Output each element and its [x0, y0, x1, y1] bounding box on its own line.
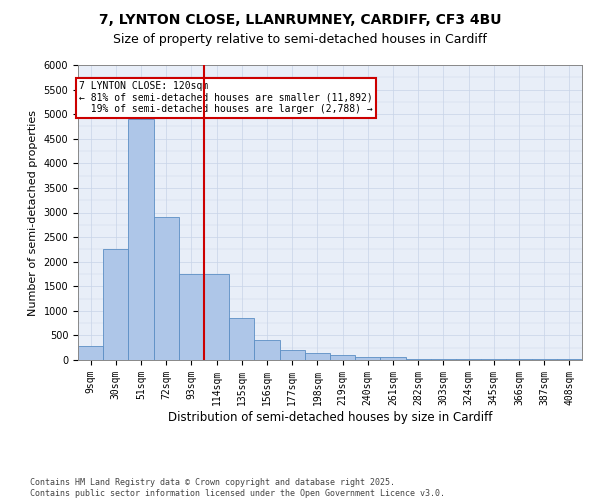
- Bar: [280, 350, 305, 360]
- Bar: [506, 359, 532, 360]
- Bar: [355, 358, 380, 360]
- Y-axis label: Number of semi-detached properties: Number of semi-detached properties: [28, 110, 38, 316]
- Bar: [406, 359, 431, 360]
- Text: Contains HM Land Registry data © Crown copyright and database right 2025.
Contai: Contains HM Land Registry data © Crown c…: [30, 478, 445, 498]
- Text: Size of property relative to semi-detached houses in Cardiff: Size of property relative to semi-detach…: [113, 32, 487, 46]
- Text: 7 LYNTON CLOSE: 120sqm
← 81% of semi-detached houses are smaller (11,892)
  19% : 7 LYNTON CLOSE: 120sqm ← 81% of semi-det…: [79, 81, 373, 114]
- Bar: [254, 340, 280, 360]
- Bar: [380, 358, 406, 360]
- Bar: [330, 355, 355, 360]
- Bar: [532, 359, 557, 360]
- Bar: [305, 352, 330, 360]
- Bar: [204, 274, 229, 360]
- Bar: [103, 250, 128, 360]
- Bar: [154, 218, 179, 360]
- X-axis label: Distribution of semi-detached houses by size in Cardiff: Distribution of semi-detached houses by …: [168, 410, 492, 424]
- Bar: [229, 318, 254, 360]
- Text: 7, LYNTON CLOSE, LLANRUMNEY, CARDIFF, CF3 4BU: 7, LYNTON CLOSE, LLANRUMNEY, CARDIFF, CF…: [99, 12, 501, 26]
- Bar: [128, 119, 154, 360]
- Bar: [78, 346, 103, 360]
- Bar: [431, 359, 456, 360]
- Bar: [456, 359, 481, 360]
- Bar: [481, 359, 506, 360]
- Bar: [557, 359, 582, 360]
- Bar: [179, 274, 204, 360]
